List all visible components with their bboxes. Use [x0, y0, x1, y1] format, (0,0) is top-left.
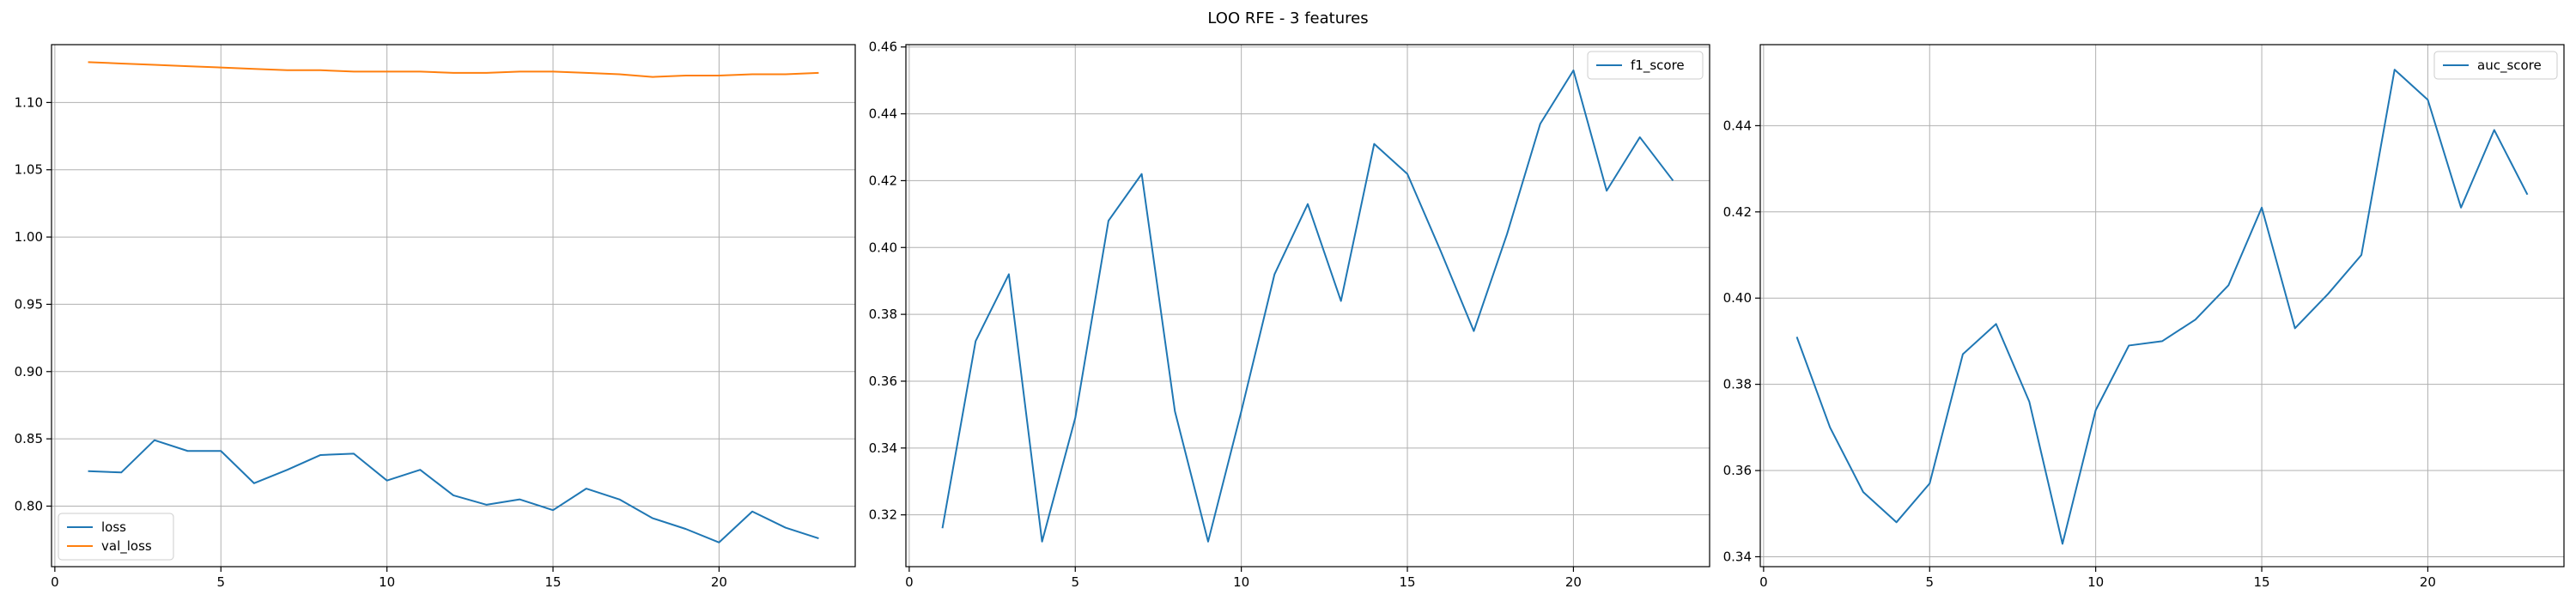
y-tick-label: 0.80: [15, 498, 43, 513]
f1-score-panel: 0 5 10 15 20 0.32 0.34 0.36 0.38 0.40 0.42 0.44 0.46…: [869, 39, 1710, 590]
x-tick-label: 5: [1071, 574, 1079, 590]
y-tick-label: 0.44: [1723, 118, 1752, 133]
x-tick-label: 20: [1565, 574, 1582, 590]
y-tick-label: 0.95: [15, 296, 43, 312]
legend-label: f1_score: [1631, 58, 1685, 74]
x-tick-label: 0: [51, 574, 59, 590]
legend-label: loss: [101, 519, 126, 535]
x-tick-label: 15: [1399, 574, 1415, 590]
y-tick-label: 0.36: [1723, 463, 1752, 478]
y-tick-label: 0.42: [869, 173, 897, 188]
y-tick-label: 0.40: [869, 240, 897, 255]
legend: f1_score: [1587, 51, 1704, 80]
axes-frame: [51, 44, 856, 568]
y-tick-label: 0.44: [869, 106, 897, 122]
x-tick-label: 20: [711, 574, 727, 590]
x-tick-label: 10: [379, 574, 395, 590]
series-line-val-loss: [88, 61, 819, 78]
legend-label: val_loss: [101, 538, 152, 555]
y-tick-label: 0.34: [869, 440, 897, 456]
x-tick-label: 15: [2253, 574, 2269, 590]
y-tick-label: 0.36: [869, 373, 897, 389]
series-line-loss: [88, 439, 819, 543]
legend: auc_score: [2433, 51, 2558, 80]
x-tick-label: 5: [1925, 574, 1934, 590]
y-tick-label: 0.40: [1723, 290, 1752, 306]
x-tick-label: 10: [1233, 574, 1249, 590]
y-tick-label: 0.85: [15, 431, 43, 446]
x-tick-label: 0: [905, 574, 914, 590]
auc-score-panel: 0 5 10 15 20 0.34 0.36 0.38 0.40 0.42 0.44 auc_scor…: [1723, 44, 2565, 590]
y-tick-label: 0.42: [1723, 204, 1752, 220]
y-tick-label: 1.00: [15, 229, 43, 245]
legend-box: [1587, 51, 1704, 80]
series-line-auc-score: [1795, 69, 2529, 545]
y-tick-label: 0.90: [15, 364, 43, 379]
legend-box: [58, 513, 174, 561]
x-tick-label: 20: [2420, 574, 2436, 590]
legend-label: auc_score: [2477, 58, 2542, 74]
x-tick-label: 15: [544, 574, 561, 590]
y-tick-label: 0.32: [869, 507, 897, 523]
loss-panel: 0 5 10 15 20 0.80 0.85 0.90 0.95 1.00 1.05 1.10 loss…: [15, 44, 856, 590]
axes-frame: [905, 44, 1710, 568]
y-tick-label: 0.46: [869, 39, 897, 55]
legend: loss val_loss: [58, 513, 174, 561]
series-line-f1-score: [941, 69, 1674, 543]
x-tick-label: 0: [1759, 574, 1768, 590]
figure-title: LOO RFE - 3 features: [1207, 9, 1368, 27]
y-tick-label: 0.38: [1723, 377, 1752, 392]
y-tick-label: 0.38: [869, 307, 897, 322]
x-tick-label: 10: [2087, 574, 2104, 590]
y-tick-label: 1.05: [15, 162, 43, 178]
axes-frame: [1759, 44, 2565, 568]
y-tick-label: 0.34: [1723, 549, 1752, 564]
legend-box: [2433, 51, 2558, 80]
x-tick-label: 5: [216, 574, 225, 590]
y-tick-label: 1.10: [15, 94, 43, 110]
